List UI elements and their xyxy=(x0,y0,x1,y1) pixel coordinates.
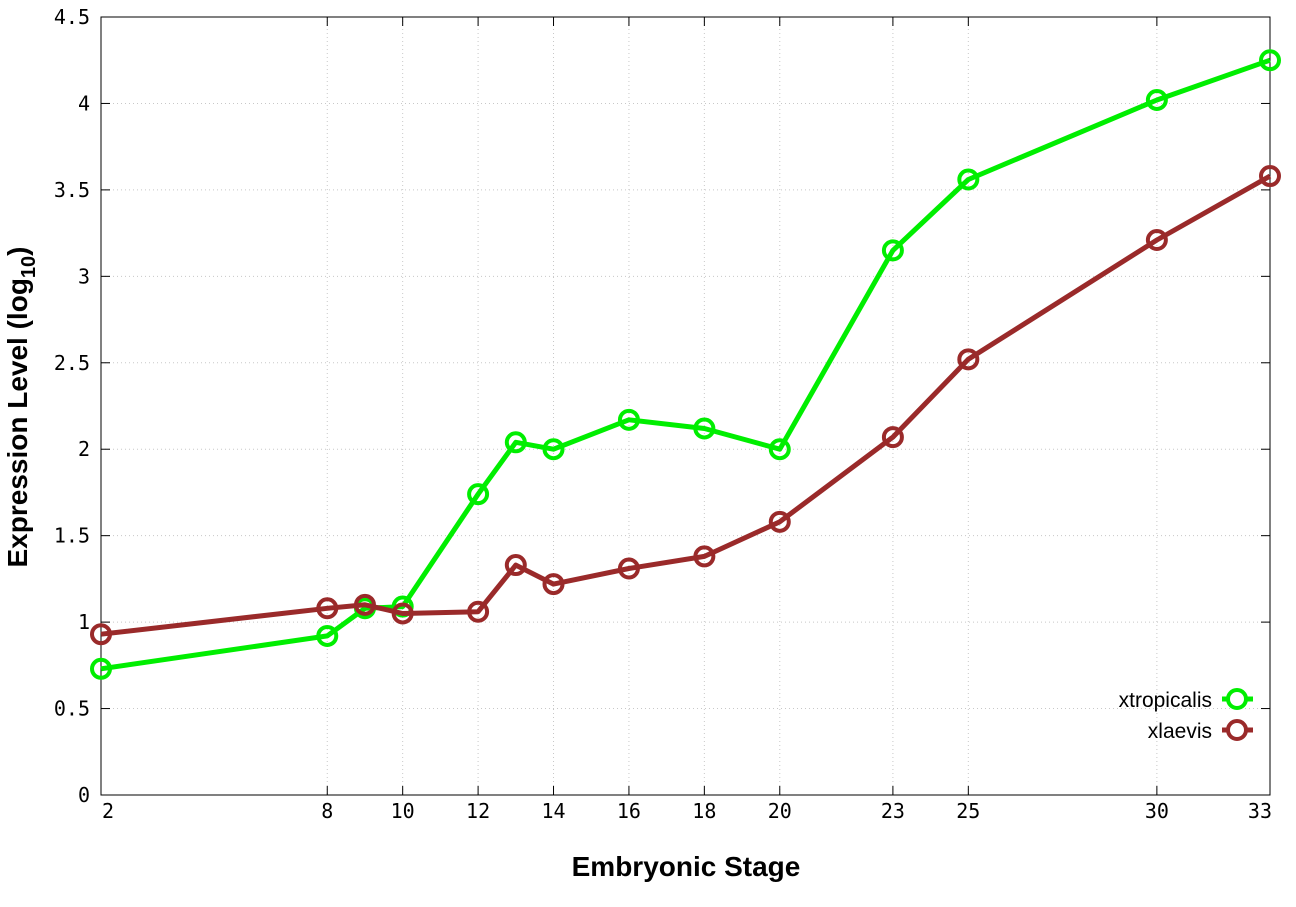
x-tick-label: 30 xyxy=(1145,799,1169,823)
x-axis-title: Embryonic Stage xyxy=(572,851,801,882)
data-point-xlaevis xyxy=(391,602,414,625)
legend-swatches xyxy=(1222,688,1253,741)
data-point-xlaevis xyxy=(768,510,791,533)
data-point-xtropicalis xyxy=(90,657,112,680)
x-tick-label: 23 xyxy=(881,799,905,823)
y-tick-label: 0.5 xyxy=(54,697,90,721)
y-tick-label: 3.5 xyxy=(54,178,90,202)
y-tick-label: 3 xyxy=(78,264,90,288)
y-axis-title-subscript: 10 xyxy=(18,256,40,278)
data-point-xtropicalis xyxy=(1145,88,1168,111)
series-group xyxy=(90,49,1281,680)
data-point-xlaevis xyxy=(353,593,376,616)
data-point-xtropicalis xyxy=(1259,49,1281,72)
x-tick-label: 14 xyxy=(541,799,565,823)
data-point-xtropicalis xyxy=(881,239,904,262)
x-tick-label: 18 xyxy=(692,799,716,823)
data-point-xlaevis xyxy=(617,557,640,580)
data-point-xtropicalis xyxy=(693,417,716,440)
x-tick-label: 8 xyxy=(321,799,333,823)
x-tick-label: 12 xyxy=(466,799,490,823)
legend-label-xtropicalis: xtropicalis xyxy=(1119,689,1212,712)
y-axis-ticks: 0 0.5 1 1.5 2 2.5 3 3.5 4 4.5 xyxy=(54,5,1270,807)
legend-swatch-marker-xlaevis xyxy=(1226,719,1248,741)
plot-frame xyxy=(100,16,1271,796)
data-point-xtropicalis xyxy=(542,438,565,461)
series-line-xlaevis xyxy=(100,173,1272,637)
data-point-xlaevis xyxy=(504,554,527,577)
data-point-xlaevis xyxy=(693,545,716,568)
data-point-xtropicalis xyxy=(467,483,490,506)
x-tick-label: 2 xyxy=(102,799,114,823)
data-point-xtropicalis xyxy=(617,408,640,431)
data-point-xlaevis xyxy=(1145,229,1168,252)
y-tick-label: 4.5 xyxy=(54,5,90,29)
y-axis-title: Expression Level (log10) xyxy=(2,247,40,568)
y-tick-label: 1.5 xyxy=(54,524,90,548)
legend-swatch-marker-xtropicalis xyxy=(1226,688,1248,710)
y-tick-label: 0 xyxy=(78,783,90,807)
data-point-xlaevis xyxy=(316,597,339,620)
data-point-xlaevis xyxy=(881,426,904,449)
data-point-xlaevis xyxy=(1259,165,1281,188)
y-tick-label: 2.5 xyxy=(54,351,90,375)
series-line-xtropicalis xyxy=(100,57,1271,672)
data-point-xlaevis xyxy=(90,623,112,646)
legend-label-xlaevis: xlaevis xyxy=(1148,720,1212,743)
data-point-xtropicalis xyxy=(504,431,527,454)
data-point-xlaevis xyxy=(542,573,565,596)
y-tick-label: 4 xyxy=(78,91,90,115)
y-axis-title-close: ) xyxy=(2,247,33,256)
data-point-xlaevis xyxy=(957,348,980,371)
y-tick-label: 2 xyxy=(78,437,90,461)
data-point-xtropicalis xyxy=(768,438,791,461)
data-point-xtropicalis xyxy=(316,624,339,647)
data-point-xlaevis xyxy=(467,600,490,623)
grid-lines xyxy=(101,17,1270,795)
plot-border xyxy=(100,16,1271,796)
x-tick-label: 20 xyxy=(768,799,792,823)
data-point-xtropicalis xyxy=(957,168,980,191)
x-tick-label: 25 xyxy=(956,799,980,823)
x-tick-label: 33 xyxy=(1248,799,1272,823)
legend: xtropicalis xlaevis xyxy=(1119,688,1253,743)
y-tick-label: 1 xyxy=(78,610,90,634)
x-axis-ticks: 2 8 10 12 14 16 18 20 23 25 30 33 xyxy=(100,17,1272,823)
x-tick-label: 10 xyxy=(391,799,415,823)
y-axis-title-main: Expression Level (log xyxy=(2,278,33,567)
x-tick-label: 16 xyxy=(617,799,641,823)
